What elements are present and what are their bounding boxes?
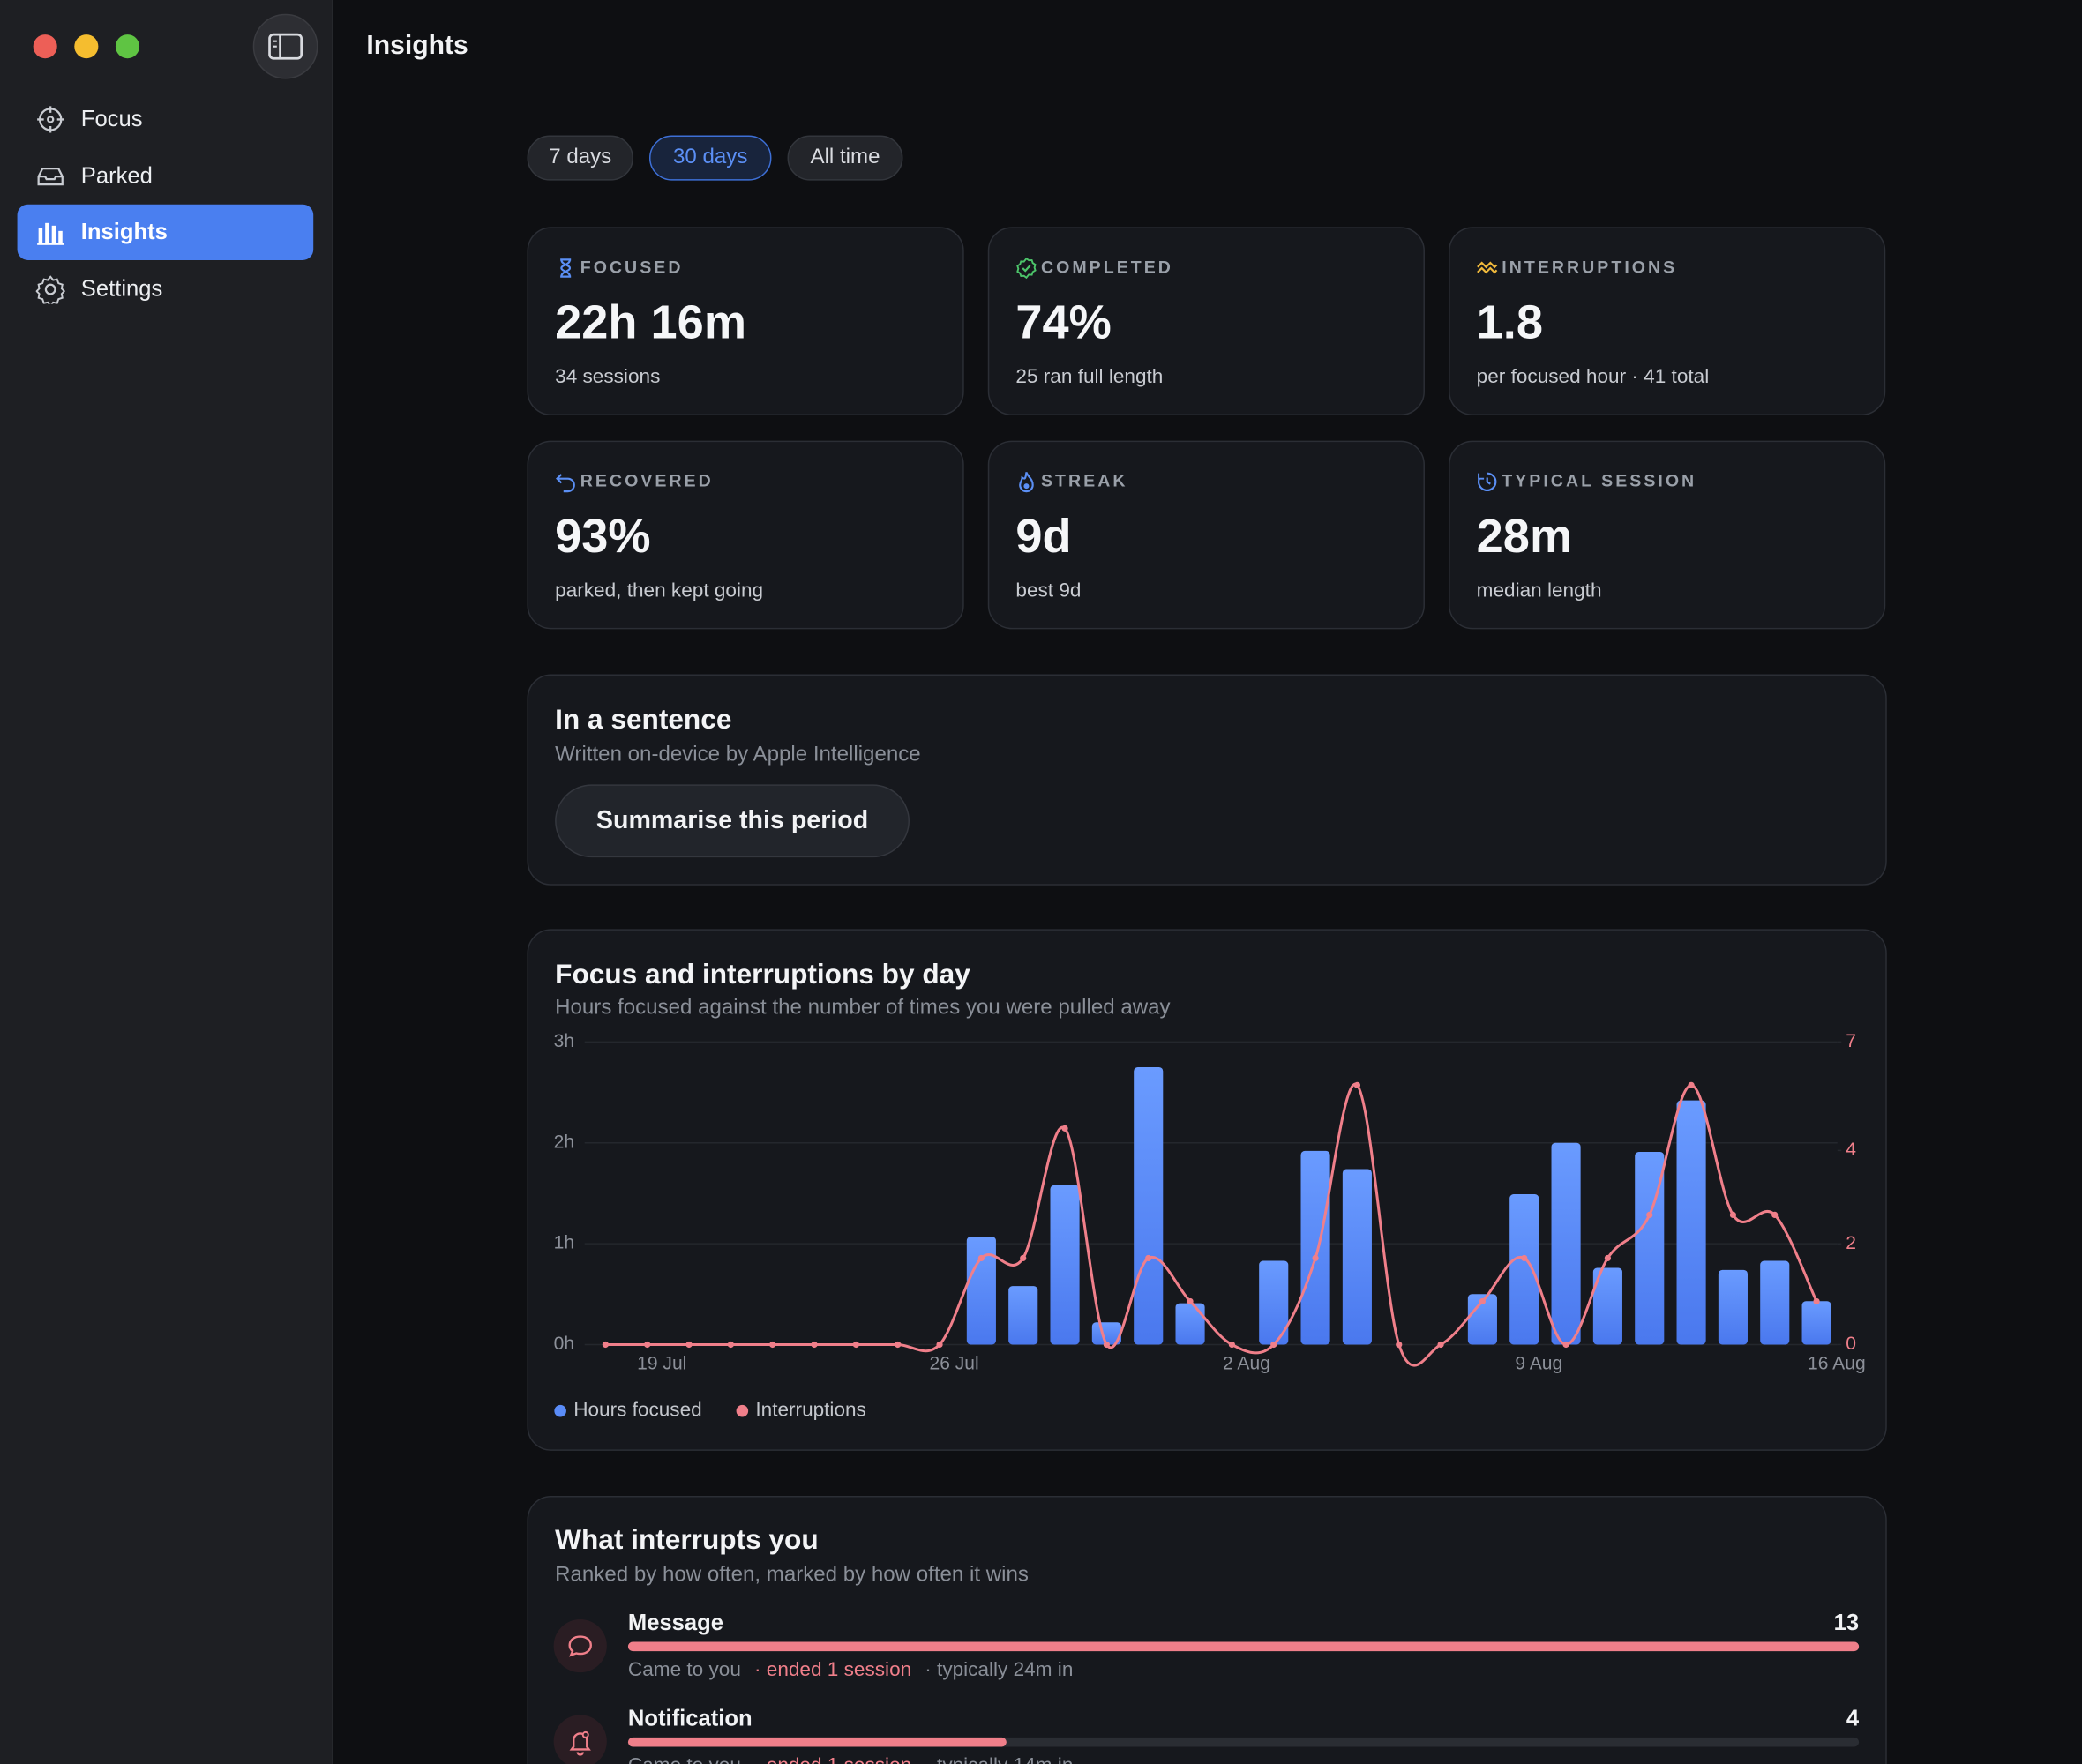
zoom-button[interactable] — [115, 34, 140, 59]
stat-detail: 34 sessions — [555, 365, 661, 389]
summarise-button[interactable]: Summarise this period — [555, 784, 910, 858]
close-button[interactable] — [33, 34, 57, 59]
source-count: 4 — [1846, 1705, 1860, 1731]
stat-card: STREAK 9d best 9d — [987, 440, 1425, 630]
nav-icon — [37, 106, 64, 133]
stat-detail: median length — [1476, 579, 1602, 602]
stat-value: 28m — [1476, 508, 1573, 564]
period-option[interactable]: 30 days — [648, 135, 772, 181]
interruptions-subtitle: Ranked by how often, marked by how often… — [555, 1563, 1029, 1587]
stat-value: 74% — [1015, 295, 1112, 349]
summary-title: In a sentence — [555, 705, 732, 736]
stat-icon — [556, 474, 575, 493]
stat-icon — [1478, 472, 1497, 491]
count-bar — [627, 1737, 1007, 1747]
source-typical: · typically 24m in — [925, 1658, 1074, 1681]
source-detail: Came to you · ended 1 session · typically … — [628, 1658, 1073, 1681]
count-bar — [627, 1641, 1860, 1652]
stat-detail: 25 ran full length — [1015, 365, 1164, 389]
source-name: Notification — [627, 1705, 753, 1731]
stat-card: COMPLETED 74% 25 ran full length — [987, 227, 1425, 416]
nav-label: Focus — [80, 106, 143, 131]
interruptions-title: What interrupts you — [555, 1525, 819, 1556]
stat-detail: parked, then kept going — [555, 579, 764, 602]
nav-icon — [37, 222, 64, 245]
stat-detail: per focused hour · 41 total — [1476, 365, 1710, 389]
period-option[interactable]: 7 days — [527, 135, 633, 181]
stat-label: STREAK — [1040, 470, 1128, 491]
stat-card: INTERRUPTIONS 1.8 per focused hour · 41 to… — [1449, 227, 1886, 416]
nav-label: Insights — [80, 219, 168, 244]
stat-label: TYPICAL SESSION — [1502, 470, 1697, 491]
nav-icon — [37, 167, 64, 186]
source-icon — [553, 1618, 607, 1673]
minimize-button[interactable] — [74, 34, 99, 59]
stat-value: 93% — [555, 508, 651, 564]
stat-value: 22h 16m — [555, 295, 747, 349]
stat-label: FOCUSED — [580, 257, 684, 277]
nav-item[interactable]: Parked — [18, 149, 314, 205]
source-icon — [553, 1715, 607, 1764]
source-ended: · ended 1 session — [754, 1754, 911, 1764]
stat-label: RECOVERED — [580, 470, 714, 491]
stat-icon — [1477, 261, 1498, 274]
source-glyph — [568, 1635, 592, 1657]
nav-label: Parked — [80, 163, 153, 189]
window-title: Insights — [366, 31, 468, 61]
stat-card: RECOVERED 93% parked, then kept going — [527, 440, 964, 630]
window-controls — [33, 13, 318, 79]
nav-label: Settings — [80, 276, 163, 302]
source-origin: Came to you — [628, 1754, 741, 1764]
stat-value: 9d — [1015, 508, 1072, 564]
source-detail: Came to you · ended 1 session · typically … — [628, 1754, 1073, 1764]
sidebar-toggle[interactable] — [252, 13, 318, 79]
stat-card: TYPICAL SESSION 28m median length — [1449, 440, 1886, 630]
source-typical: · typically 14m in — [925, 1754, 1073, 1764]
nav-item[interactable]: Focus — [18, 92, 314, 147]
chart-title: Focus and interruptions by day — [555, 960, 970, 990]
source-ended: · ended 1 session — [753, 1658, 912, 1681]
bar-track — [627, 1737, 1860, 1747]
nav-icon — [35, 275, 65, 304]
period-option[interactable]: All time — [787, 135, 903, 181]
stat-icon — [1016, 257, 1037, 280]
chart-card: Focus and interruptions by day Hours foc… — [527, 929, 1887, 1451]
chart-subtitle: Hours focused against the number of time… — [555, 997, 1171, 1020]
stat-icon — [1019, 472, 1034, 493]
source-name: Message — [627, 1610, 724, 1636]
stat-label: COMPLETED — [1040, 257, 1173, 277]
sidebar: Focus Parked Insights Settings — [0, 0, 333, 1764]
summary-card: In a sentence Written on-device by Apple… — [527, 674, 1887, 886]
summary-subtitle: Written on-device by Apple Intelligence — [555, 743, 921, 766]
nav-item[interactable]: Settings — [18, 261, 314, 317]
stat-label: INTERRUPTIONS — [1502, 257, 1678, 277]
source-count: 13 — [1833, 1610, 1860, 1636]
stat-card: FOCUSED 22h 16m 34 sessions — [527, 227, 964, 416]
source-glyph — [569, 1730, 591, 1756]
stat-value: 1.8 — [1476, 295, 1543, 349]
source-origin: Came to you — [627, 1658, 741, 1681]
nav-item[interactable]: Insights — [17, 204, 314, 260]
stat-detail: best 9d — [1015, 579, 1082, 602]
stat-icon — [560, 258, 572, 278]
interruptions-card: What interrupts you Ranked by how often,… — [527, 1496, 1887, 1764]
